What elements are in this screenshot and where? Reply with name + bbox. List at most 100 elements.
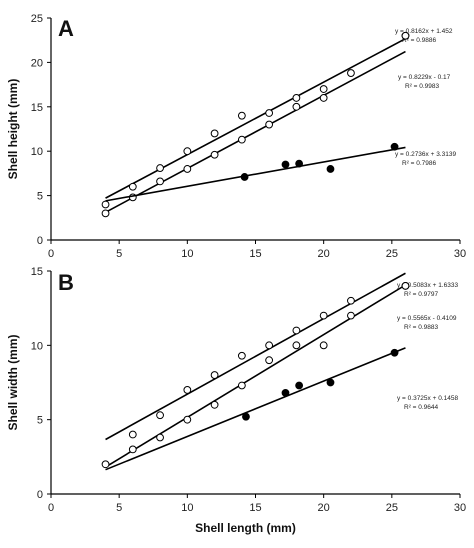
x-tick-label: 30 [454, 502, 466, 514]
filled-data-point [326, 378, 335, 387]
x-tick-label: 15 [249, 502, 261, 514]
filled-data-point [240, 173, 249, 181]
open-data-point [265, 120, 274, 129]
open-data-point [156, 164, 164, 172]
series-1: y = 0.5083x + 1.6333 R² = 0.9797 [105, 272, 458, 441]
open-data-point [237, 351, 246, 360]
regression-equation: y = 0.2736x + 3.3139 [395, 151, 456, 158]
regression-equation: y = 0.8229x - 0.17 [398, 74, 451, 81]
open-data-point [319, 341, 328, 350]
chart-panel-a: 0 5 10 15 20 25 0 5 10 15 20 25 30 Shell height (mm) A… [6, 13, 466, 260]
y-tick-label: 15 [31, 266, 43, 278]
filled-data-point [295, 159, 304, 168]
open-data-point [156, 433, 164, 442]
regression-equation: y = 0.5083x + 1.6333 [397, 282, 458, 289]
x-tick-label: 10 [181, 502, 193, 514]
open-data-point [319, 85, 328, 93]
open-data-point [210, 400, 219, 409]
filled-data-point [326, 165, 335, 173]
series-3: y = 0.2736x + 3.3139 R² = 0.7986 [105, 142, 456, 202]
open-data-point [319, 94, 328, 102]
open-data-point [347, 296, 355, 305]
open-data-point [265, 356, 274, 365]
x-tick-label: 0 [48, 248, 54, 260]
open-data-point [128, 182, 137, 191]
open-data-point [183, 415, 192, 424]
y-tick-label: 0 [37, 235, 43, 247]
r-squared-label: R² = 0.7986 [402, 160, 437, 167]
series-3: y = 0.3725x + 0.1458 R² = 0.9644 [105, 347, 458, 471]
open-data-point [156, 177, 164, 186]
trend-line [105, 284, 406, 468]
open-data-point [265, 109, 274, 117]
open-data-point [237, 135, 246, 144]
open-data-point [101, 460, 110, 469]
open-data-point [347, 311, 355, 320]
open-data-point [292, 102, 301, 111]
y-tick-label: 5 [37, 415, 43, 427]
y-tick-label: 20 [31, 57, 43, 69]
open-data-point [237, 111, 246, 120]
x-tick-label: 25 [386, 248, 398, 260]
trend-line [105, 37, 406, 199]
regression-equation: y = 0.5565x - 0.4109 [397, 315, 457, 322]
open-data-point [183, 147, 192, 156]
open-data-point [183, 386, 192, 394]
x-tick-label: 10 [181, 248, 193, 260]
trend-line [105, 146, 406, 202]
series-2: y = 0.5565x - 0.4109 R² = 0.9883 [101, 281, 457, 469]
panel-label: B [58, 270, 74, 295]
filled-data-point [390, 348, 399, 357]
open-data-point [292, 94, 301, 102]
filled-data-point [281, 389, 290, 397]
open-data-point [347, 69, 355, 77]
y-tick-label: 15 [31, 102, 43, 114]
open-data-point [265, 341, 274, 350]
x-tick-label: 5 [116, 248, 122, 260]
open-data-point [128, 445, 137, 454]
r-squared-label: R² = 0.9644 [404, 404, 439, 411]
open-data-point [210, 129, 219, 138]
open-data-point [319, 311, 328, 320]
open-data-point [183, 165, 192, 173]
open-data-point [401, 31, 410, 40]
x-tick-label: 15 [249, 248, 261, 260]
x-tick-label: 5 [116, 502, 122, 514]
open-data-point [128, 430, 137, 439]
r-squared-label: R² = 0.9983 [405, 83, 440, 90]
series-2: y = 0.8229x - 0.17 R² = 0.9983 [101, 31, 451, 218]
open-data-point [101, 200, 110, 209]
open-data-point [292, 326, 301, 335]
trend-line [105, 50, 406, 213]
chart-panel-b: 0 5 10 15 0 5 10 15 20 25 30 Shell width (mm) Shell … [6, 266, 466, 535]
y-tick-label: 10 [31, 340, 43, 352]
x-axis-label: Shell length (mm) [195, 521, 296, 535]
trend-line [105, 272, 406, 441]
y-axis-label: Shell width (mm) [6, 334, 20, 430]
filled-data-point [295, 381, 304, 390]
open-data-point [210, 150, 219, 159]
open-data-point [210, 371, 219, 379]
open-data-point [401, 281, 410, 290]
x-tick-label: 0 [48, 502, 54, 514]
regression-equation: y = 0.8162x + 1.452 [395, 28, 453, 35]
open-data-point [237, 381, 246, 390]
trend-line [105, 347, 406, 471]
r-squared-label: R² = 0.9797 [404, 291, 439, 298]
r-squared-label: R² = 0.9886 [402, 37, 437, 44]
x-tick-label: 25 [386, 502, 398, 514]
filled-data-point [281, 160, 290, 169]
r-squared-label: R² = 0.9883 [404, 324, 439, 331]
x-tick-label: 30 [454, 248, 466, 260]
filled-data-point [242, 412, 250, 421]
y-tick-label: 5 [37, 191, 43, 203]
filled-data-point [390, 142, 399, 151]
x-tick-label: 20 [318, 502, 330, 514]
y-tick-label: 0 [37, 489, 43, 501]
open-data-point [156, 411, 164, 420]
panel-label: A [58, 16, 74, 41]
regression-equation: y = 0.3725x + 0.1458 [397, 395, 458, 402]
y-tick-label: 25 [31, 13, 43, 25]
y-tick-label: 10 [31, 146, 43, 158]
